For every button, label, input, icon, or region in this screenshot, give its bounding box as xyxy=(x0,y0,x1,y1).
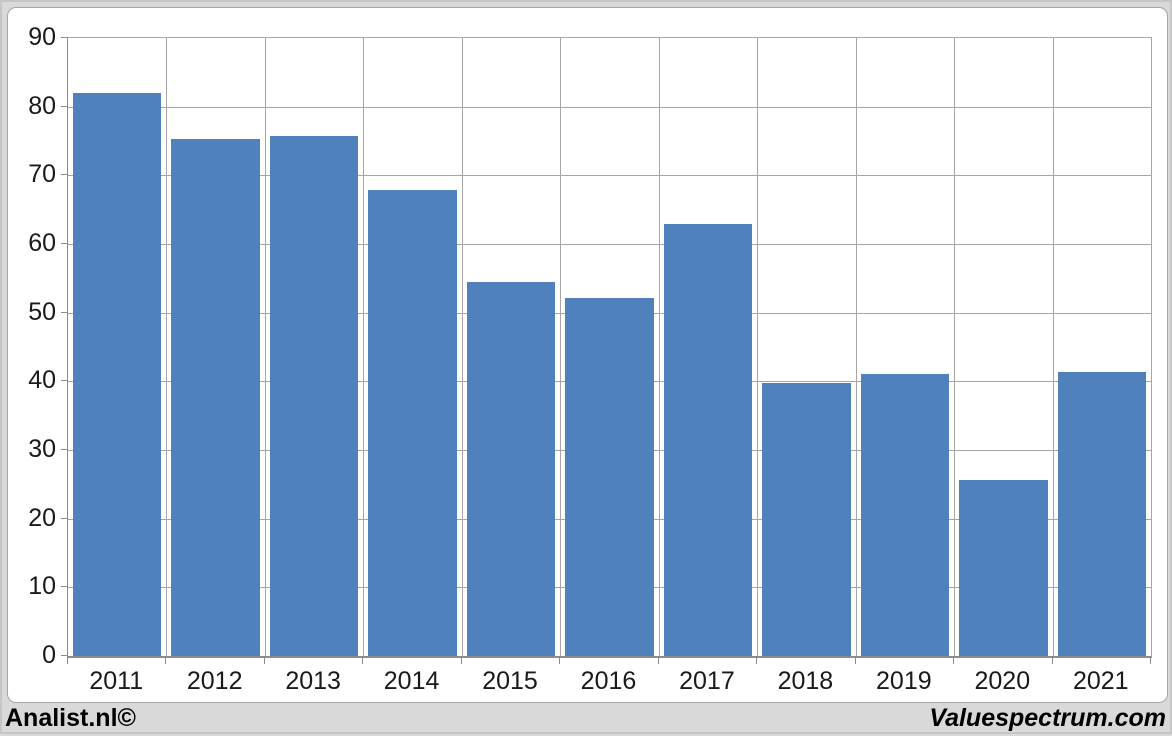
x-axis-label: 2021 xyxy=(1072,667,1129,695)
y-axis-tick xyxy=(61,586,67,588)
x-axis-tick xyxy=(165,658,167,664)
bar-2011 xyxy=(73,92,162,656)
x-axis-label: 2013 xyxy=(285,667,341,695)
y-axis-tick xyxy=(61,449,67,450)
y-axis-label: 50 xyxy=(28,297,56,326)
x-axis-tick xyxy=(756,658,758,664)
v-gridline xyxy=(1052,38,1054,656)
x-axis-tick xyxy=(67,658,68,664)
y-axis-tick xyxy=(61,655,67,656)
v-gridline xyxy=(658,38,660,656)
y-axis-label: 60 xyxy=(28,229,56,257)
v-gridline xyxy=(166,38,168,656)
h-gridline xyxy=(68,244,1151,245)
x-axis-label: 2019 xyxy=(876,667,932,695)
v-gridline xyxy=(264,38,266,656)
v-gridline xyxy=(954,38,956,656)
y-axis-tick xyxy=(61,517,67,519)
x-axis-label: 2016 xyxy=(580,667,637,695)
h-gridline xyxy=(68,106,1151,108)
y-axis-tick xyxy=(61,380,67,382)
x-axis-tick xyxy=(657,658,659,664)
x-axis-tick xyxy=(1051,658,1053,664)
x-axis-tick xyxy=(854,658,856,664)
y-axis-label: 90 xyxy=(28,23,56,51)
h-gridline xyxy=(68,175,1151,177)
x-axis-tick xyxy=(460,658,462,664)
bar-2014 xyxy=(368,190,457,656)
bar-2016 xyxy=(565,298,654,656)
y-axis-tick xyxy=(61,105,67,107)
y-axis-tick xyxy=(61,243,67,244)
bar-2019 xyxy=(860,374,950,656)
y-axis-label: 20 xyxy=(28,503,56,532)
y-axis-tick xyxy=(61,174,67,176)
v-gridline xyxy=(560,38,562,656)
x-axis-label: 2015 xyxy=(482,667,538,695)
x-axis-label: 2012 xyxy=(186,667,243,695)
y-axis-label: 30 xyxy=(28,435,56,463)
bar-2012 xyxy=(171,138,260,656)
y-axis-tick xyxy=(61,37,67,38)
y-axis-label: 40 xyxy=(28,366,56,395)
x-axis-tick xyxy=(362,658,364,664)
x-axis-tick xyxy=(953,658,955,664)
footer-brand-valuespectrum: Valuespectrum.com xyxy=(929,704,1166,732)
x-axis-label: 2011 xyxy=(89,667,144,695)
x-axis-label: 2020 xyxy=(974,667,1031,695)
v-gridline xyxy=(363,38,365,656)
x-axis-label: 2014 xyxy=(383,667,440,695)
v-gridline xyxy=(461,38,463,656)
x-axis-tick xyxy=(559,658,561,664)
y-axis-label: 70 xyxy=(28,160,56,189)
y-axis-label: 10 xyxy=(28,572,56,601)
bar-2013 xyxy=(269,135,359,656)
v-gridline xyxy=(855,38,857,656)
x-axis-label: 2018 xyxy=(777,667,834,695)
x-axis-tick xyxy=(1150,658,1151,664)
x-axis-tick xyxy=(263,658,265,664)
bar-2017 xyxy=(663,224,753,656)
bar-2021 xyxy=(1057,372,1146,656)
bar-2020 xyxy=(959,479,1048,656)
y-axis-label: 0 xyxy=(42,641,56,669)
bar-2015 xyxy=(466,282,556,656)
footer-brand-analist: Analist.nl© xyxy=(5,704,136,732)
bar-2018 xyxy=(762,383,851,656)
plot-area xyxy=(67,37,1152,658)
x-axis-label: 2017 xyxy=(679,667,735,695)
y-axis-tick xyxy=(61,311,67,313)
y-axis-label: 80 xyxy=(28,91,56,120)
v-gridline xyxy=(757,38,759,656)
